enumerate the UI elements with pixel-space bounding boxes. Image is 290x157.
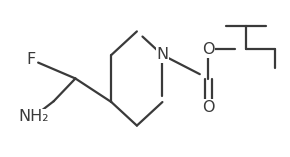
Text: O: O (202, 100, 215, 115)
Text: F: F (27, 52, 36, 67)
Text: NH₂: NH₂ (18, 109, 49, 125)
Text: N: N (156, 47, 168, 62)
Text: O: O (202, 42, 215, 57)
